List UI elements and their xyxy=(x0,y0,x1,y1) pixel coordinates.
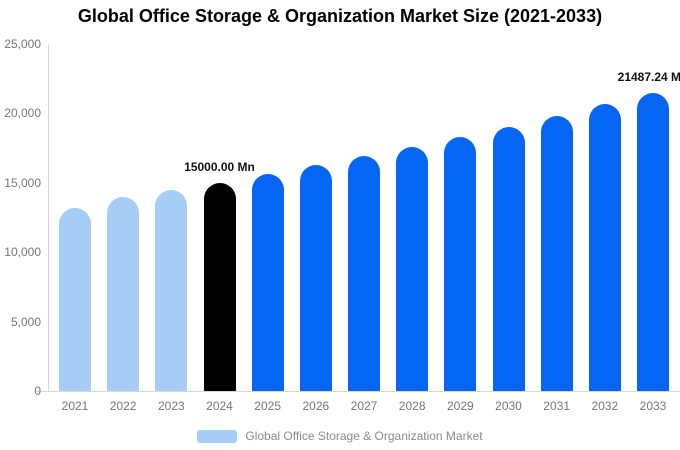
x-axis-label-2024: 2024 xyxy=(206,399,233,413)
bar-2029[interactable] xyxy=(444,136,477,391)
x-axis-label-2025: 2025 xyxy=(254,399,281,413)
bar-value-label-2033: 21487.24 Mn xyxy=(617,69,680,84)
bar-2024[interactable] xyxy=(203,182,236,391)
legend-label: Global Office Storage & Organization Mar… xyxy=(245,429,483,443)
x-axis-label-2022: 2022 xyxy=(109,399,137,413)
x-axis-label-2032: 2032 xyxy=(591,399,619,413)
y-tick-label-0: 0 xyxy=(34,384,41,398)
bar-value-label-2024: 15000.00 Mn xyxy=(184,159,255,174)
x-axis-label-2021: 2021 xyxy=(61,399,89,413)
x-axis-label-2029: 2029 xyxy=(446,399,474,413)
bar-2028[interactable] xyxy=(396,146,429,391)
y-tick-label-10000: 10,000 xyxy=(4,245,41,260)
legend-swatch xyxy=(197,429,238,443)
bar-2023[interactable] xyxy=(155,189,188,391)
x-axis-label-2030: 2030 xyxy=(495,399,522,413)
x-axis-label-2026: 2026 xyxy=(302,399,330,413)
x-axis-label-2031: 2031 xyxy=(543,399,570,413)
bar-2026[interactable] xyxy=(299,165,332,391)
y-tick-label-5000: 5,000 xyxy=(10,314,41,329)
y-axis-line xyxy=(48,44,49,391)
bar-2032[interactable] xyxy=(588,104,621,391)
bar-2022[interactable] xyxy=(107,197,140,391)
bar-2025[interactable] xyxy=(251,174,284,391)
bar-2021[interactable] xyxy=(59,208,91,391)
x-axis-label-2027: 2027 xyxy=(350,399,378,413)
y-tick-label-20000: 20,000 xyxy=(4,106,41,121)
y-tick-label-15000: 15,000 xyxy=(4,175,41,190)
x-axis-label-2033: 2033 xyxy=(639,399,667,413)
x-axis-label-2028: 2028 xyxy=(398,399,426,413)
bar-2031[interactable] xyxy=(540,116,573,391)
x-axis-line xyxy=(36,391,680,392)
legend-item-market[interactable]: Global Office Storage & Organization Mar… xyxy=(0,429,680,443)
chart-title: Global Office Storage & Organization Mar… xyxy=(77,6,603,26)
bar-2030[interactable] xyxy=(492,126,525,391)
x-axis-label-2023: 2023 xyxy=(157,399,185,413)
y-tick-label-25000: 25,000 xyxy=(4,37,41,51)
bar-2033[interactable] xyxy=(637,92,669,391)
bar-2027[interactable] xyxy=(348,156,380,391)
